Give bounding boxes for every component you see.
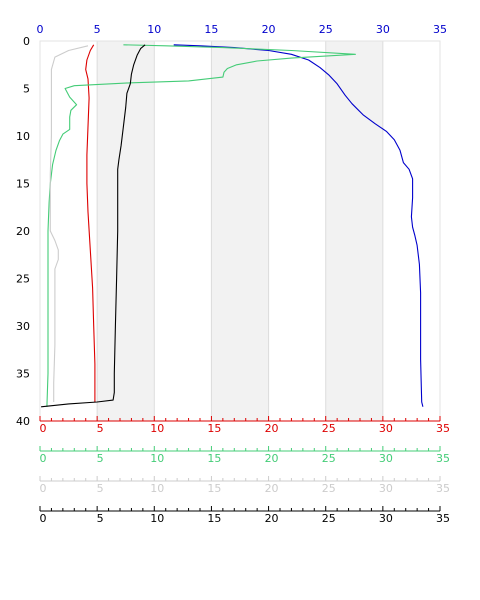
x-axis-2: 0 5 10 15 20 25 30 35 bbox=[39, 446, 450, 465]
y-tick-label: 10 bbox=[16, 130, 30, 143]
x-tick-label: 25 bbox=[322, 422, 336, 435]
top-x-tick-label: 25 bbox=[319, 23, 333, 36]
x-tick-label: 35 bbox=[436, 452, 450, 465]
y-tick-label: 0 bbox=[23, 35, 30, 48]
x-tick-label: 35 bbox=[436, 512, 450, 525]
x-tick-label: 15 bbox=[207, 452, 221, 465]
x-tick-label: 0 bbox=[40, 422, 47, 435]
x-axis-4: 0 5 10 15 20 25 30 35 bbox=[39, 506, 450, 525]
background-band bbox=[325, 41, 383, 421]
background-band bbox=[211, 41, 269, 421]
x-tick-label: 25 bbox=[322, 512, 336, 525]
series-line-1 bbox=[85, 44, 96, 402]
series-line-0 bbox=[173, 44, 424, 407]
y-tick-label: 25 bbox=[16, 273, 30, 286]
x-tick-label: 20 bbox=[265, 482, 279, 495]
x-tick-label: 30 bbox=[379, 512, 393, 525]
x-tick-label: 5 bbox=[97, 422, 104, 435]
x-tick-label: 15 bbox=[207, 482, 221, 495]
x-tick-label: 10 bbox=[150, 512, 164, 525]
top-x-tick-label: 30 bbox=[376, 23, 390, 36]
y-tick-label: 40 bbox=[16, 415, 30, 428]
x-axis-3: 0 5 10 15 20 25 30 35 bbox=[39, 476, 450, 495]
gridlines bbox=[39, 41, 441, 421]
x-tick-label: 5 bbox=[97, 452, 104, 465]
x-tick-label: 30 bbox=[379, 482, 393, 495]
background-band bbox=[97, 41, 155, 421]
x-tick-label: 35 bbox=[436, 422, 450, 435]
x-tick-label: 0 bbox=[40, 452, 47, 465]
x-tick-label: 5 bbox=[97, 482, 104, 495]
x-tick-label: 15 bbox=[207, 512, 221, 525]
series-layer bbox=[41, 44, 424, 408]
x-tick-label: 10 bbox=[150, 422, 164, 435]
x-axis-1: 0 5 10 15 20 25 30 35 bbox=[39, 416, 450, 435]
x-tick-label: 10 bbox=[150, 482, 164, 495]
top-x-tick-label: 15 bbox=[204, 23, 218, 36]
x-tick-label: 25 bbox=[322, 482, 336, 495]
x-tick-label: 20 bbox=[265, 512, 279, 525]
x-axis-0: 0 5 10 15 20 25 30 35 bbox=[37, 23, 448, 36]
x-tick-label: 0 bbox=[40, 512, 47, 525]
top-x-tick-label: 10 bbox=[147, 23, 161, 36]
top-x-tick-label: 5 bbox=[94, 23, 101, 36]
x-tick-label: 25 bbox=[322, 452, 336, 465]
x-tick-label: 15 bbox=[207, 422, 221, 435]
top-x-tick-label: 20 bbox=[262, 23, 276, 36]
x-tick-label: 30 bbox=[379, 452, 393, 465]
series-line-3 bbox=[49, 45, 89, 402]
y-tick-label: 15 bbox=[16, 178, 30, 191]
series-line-2 bbox=[46, 44, 356, 407]
x-axes: 0 5 10 15 20 25 30 35 0 5 10 15 20 25 30 35 0 5 10 15 20 25 30… bbox=[37, 23, 451, 525]
x-tick-label: 0 bbox=[40, 482, 47, 495]
x-tick-label: 10 bbox=[150, 452, 164, 465]
series-line-4 bbox=[41, 44, 146, 408]
top-x-tick-label: 0 bbox=[37, 23, 44, 36]
y-tick-label: 20 bbox=[16, 225, 30, 238]
x-tick-label: 20 bbox=[265, 452, 279, 465]
top-x-tick-label: 35 bbox=[433, 23, 447, 36]
y-tick-label: 35 bbox=[16, 368, 30, 381]
x-tick-label: 5 bbox=[97, 512, 104, 525]
depth-axis: 0 5 10 15 20 25 30 35 40 bbox=[16, 35, 30, 428]
y-tick-label: 30 bbox=[16, 320, 30, 333]
x-tick-label: 35 bbox=[436, 482, 450, 495]
x-tick-label: 30 bbox=[379, 422, 393, 435]
x-tick-label: 20 bbox=[265, 422, 279, 435]
background-bands bbox=[97, 41, 383, 421]
y-tick-label: 5 bbox=[23, 83, 30, 96]
